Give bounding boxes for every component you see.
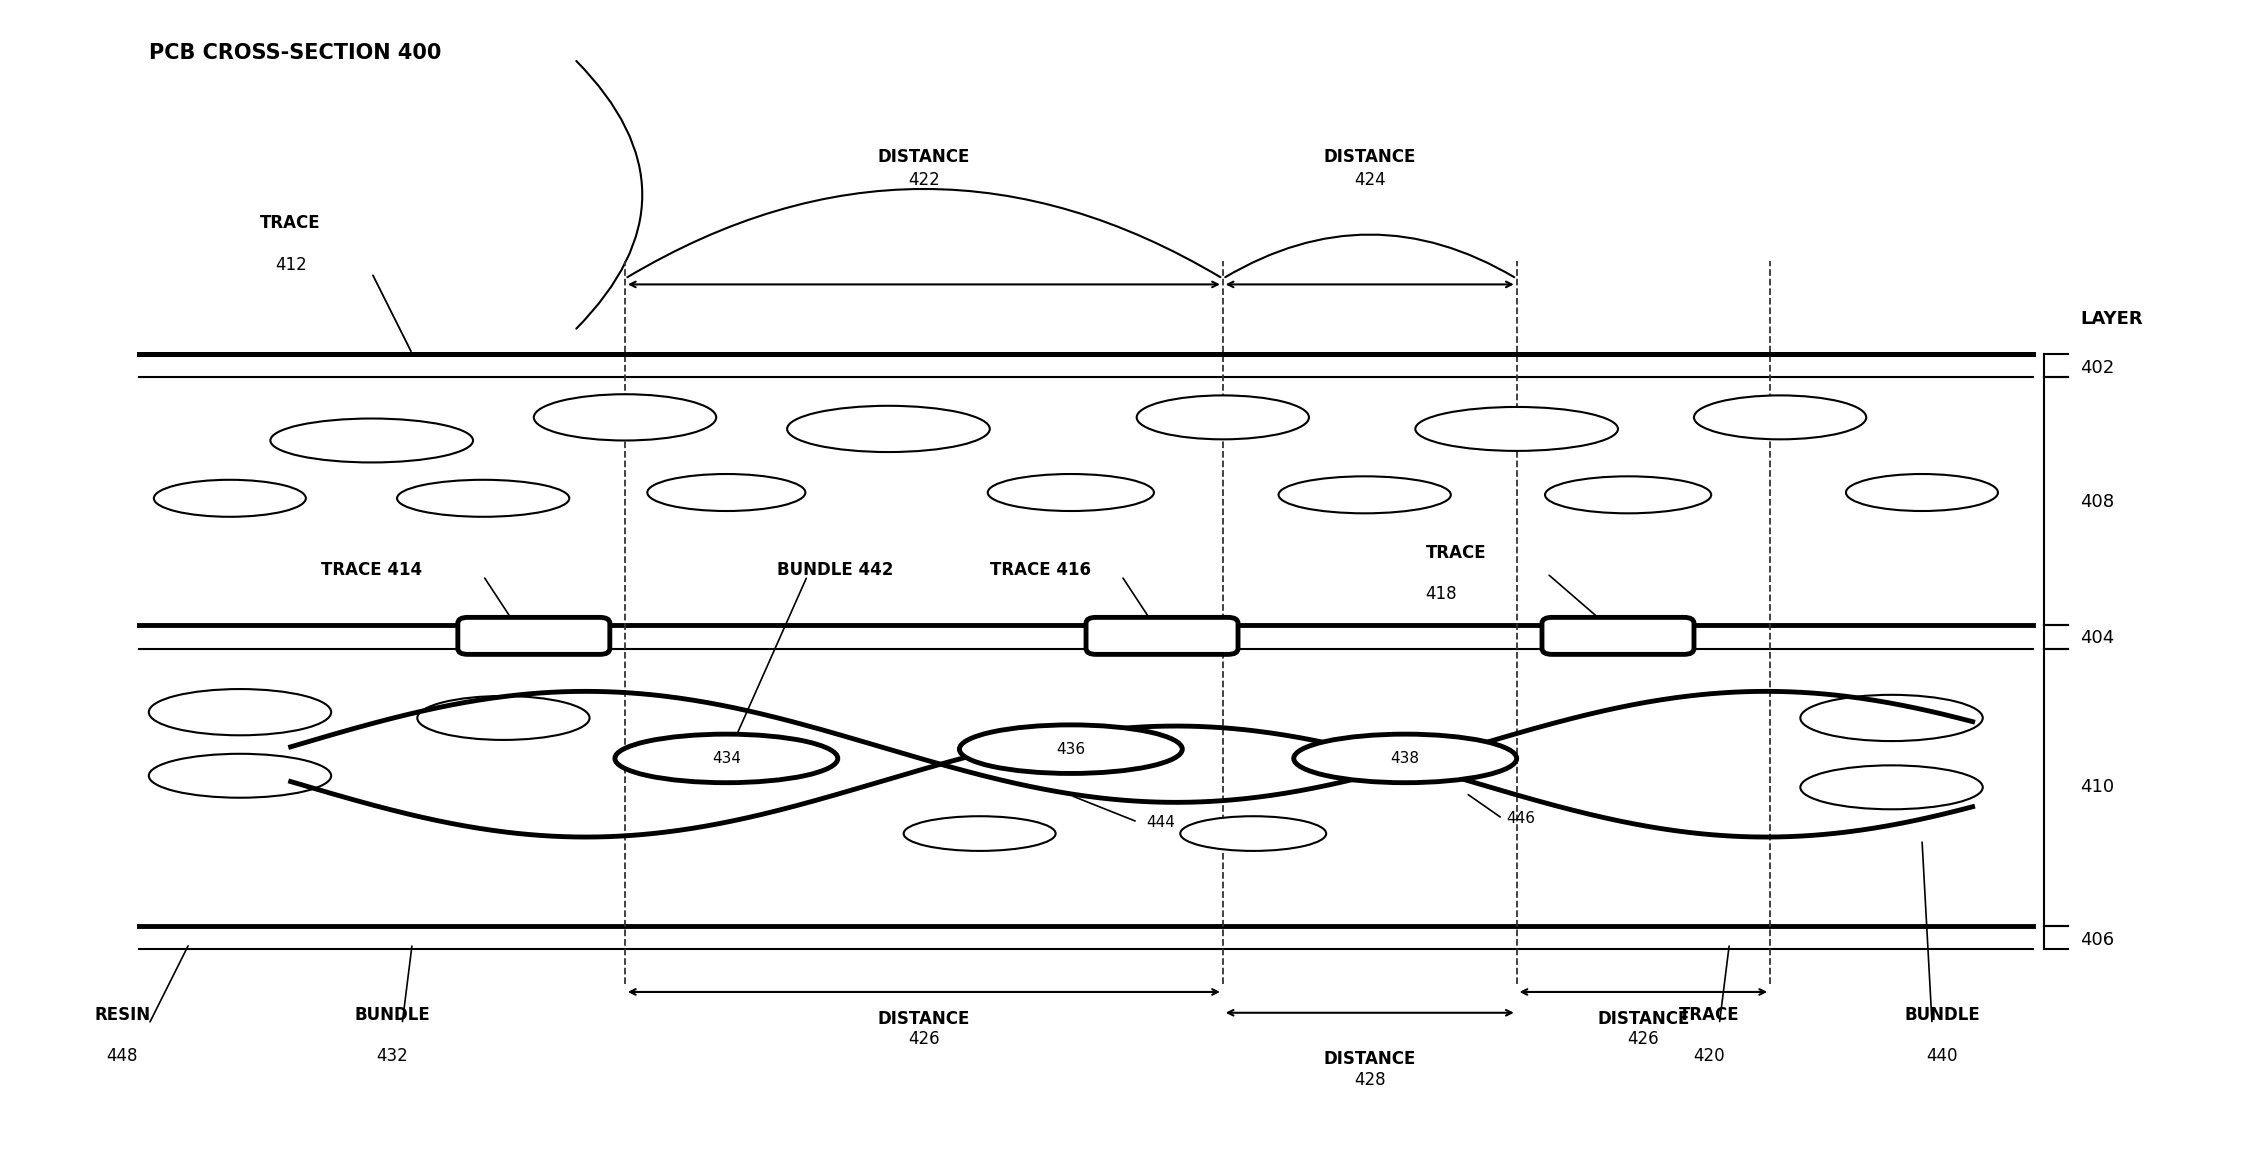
Text: 424: 424: [1355, 171, 1386, 190]
FancyBboxPatch shape: [1541, 618, 1693, 654]
Text: 432: 432: [377, 1047, 408, 1066]
FancyArrowPatch shape: [628, 190, 1220, 277]
Text: TRACE 416: TRACE 416: [989, 560, 1090, 579]
Text: 428: 428: [1355, 1071, 1386, 1089]
Ellipse shape: [1279, 476, 1451, 514]
Text: 420: 420: [1693, 1047, 1725, 1066]
Ellipse shape: [155, 480, 305, 517]
Ellipse shape: [1846, 474, 1999, 511]
Text: 436: 436: [1056, 742, 1086, 757]
FancyArrowPatch shape: [576, 61, 641, 329]
Text: 422: 422: [908, 171, 940, 190]
Text: 408: 408: [2079, 493, 2115, 511]
FancyBboxPatch shape: [458, 618, 610, 654]
Ellipse shape: [1294, 734, 1516, 783]
Text: 438: 438: [1391, 751, 1420, 766]
Ellipse shape: [1137, 395, 1310, 439]
Text: TRACE: TRACE: [1427, 544, 1487, 562]
Ellipse shape: [987, 474, 1153, 511]
Ellipse shape: [1801, 695, 1983, 741]
Text: 426: 426: [1628, 1031, 1660, 1048]
Ellipse shape: [534, 394, 716, 440]
Ellipse shape: [904, 817, 1056, 851]
Text: 404: 404: [2079, 629, 2115, 647]
Text: TRACE: TRACE: [260, 214, 321, 233]
Text: LAYER: LAYER: [2079, 310, 2142, 328]
Text: 446: 446: [1507, 811, 1536, 826]
FancyArrowPatch shape: [1225, 234, 1514, 277]
Ellipse shape: [960, 725, 1182, 773]
Text: 412: 412: [276, 255, 307, 274]
Text: 418: 418: [1427, 585, 1458, 603]
Ellipse shape: [1693, 395, 1866, 439]
Ellipse shape: [1801, 765, 1983, 810]
Text: 448: 448: [108, 1047, 139, 1066]
Ellipse shape: [271, 419, 473, 462]
FancyBboxPatch shape: [1086, 618, 1238, 654]
Text: 402: 402: [2079, 359, 2115, 377]
Text: DISTANCE: DISTANCE: [1323, 149, 1415, 166]
Text: 440: 440: [1927, 1047, 1958, 1066]
Ellipse shape: [787, 406, 989, 452]
Text: DISTANCE: DISTANCE: [1597, 1010, 1689, 1027]
Ellipse shape: [615, 734, 839, 783]
Text: 444: 444: [1146, 814, 1175, 830]
Ellipse shape: [417, 696, 590, 739]
Text: DISTANCE: DISTANCE: [1323, 1049, 1415, 1068]
Text: 434: 434: [711, 751, 740, 766]
Text: BUNDLE: BUNDLE: [1904, 1006, 1981, 1024]
Ellipse shape: [648, 474, 805, 511]
Text: BUNDLE: BUNDLE: [354, 1006, 431, 1024]
Ellipse shape: [1415, 407, 1617, 450]
Ellipse shape: [1180, 817, 1326, 851]
Text: 426: 426: [908, 1031, 940, 1048]
Ellipse shape: [148, 753, 332, 798]
Text: TRACE 414: TRACE 414: [321, 560, 422, 579]
Text: TRACE: TRACE: [1678, 1006, 1741, 1024]
Text: 410: 410: [2079, 778, 2115, 797]
Text: DISTANCE: DISTANCE: [877, 1010, 971, 1027]
Text: BUNDLE 442: BUNDLE 442: [776, 560, 893, 579]
Ellipse shape: [148, 689, 332, 735]
Ellipse shape: [1545, 476, 1711, 514]
Text: PCB CROSS-SECTION 400: PCB CROSS-SECTION 400: [148, 43, 442, 63]
Text: DISTANCE: DISTANCE: [877, 149, 971, 166]
Text: 406: 406: [2079, 931, 2115, 949]
Ellipse shape: [397, 480, 570, 517]
Text: RESIN: RESIN: [94, 1006, 150, 1024]
